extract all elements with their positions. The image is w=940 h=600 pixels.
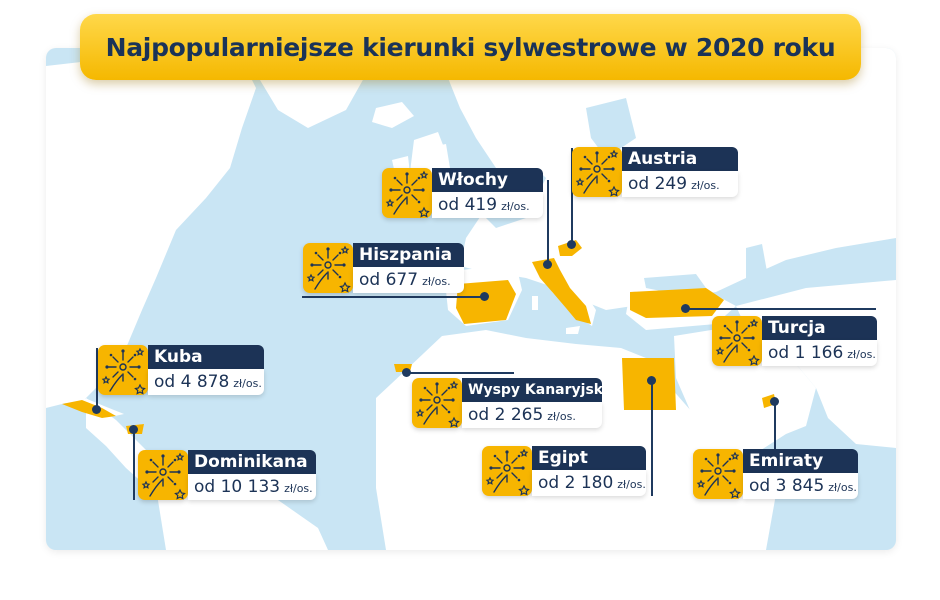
destination-price: od 249 zł/os. — [622, 171, 738, 197]
leader-line-turcja — [686, 308, 876, 310]
destination-name: Emiraty — [743, 449, 858, 473]
destination-price: od 3 845 zł/os. — [743, 473, 858, 499]
destination-name: Dominikana — [188, 450, 316, 474]
fireworks-icon — [412, 378, 462, 428]
world-map-land — [46, 48, 896, 550]
leader-line-egipt — [651, 380, 653, 496]
leader-line-hiszpania — [302, 296, 486, 298]
callout-wlochy: Włochy od 419 zł/os. — [382, 168, 543, 218]
destination-name: Wyspy Kanaryjskie — [462, 378, 617, 402]
callout-dominikana: Dominikana od 10 133 zł/os. — [138, 450, 316, 500]
pin-emiraty — [770, 397, 779, 406]
fireworks-icon — [482, 446, 532, 496]
fireworks-icon — [138, 450, 188, 500]
callout-turcja: Turcja od 1 166 zł/os. — [712, 316, 877, 366]
callout-emiraty: Emiraty od 3 845 zł/os. — [693, 449, 858, 499]
leader-line-kuba — [96, 348, 98, 408]
destination-price: od 419 zł/os. — [432, 192, 543, 218]
pin-kuba — [92, 405, 101, 414]
highlighted-countries — [62, 240, 776, 434]
title-banner: Najpopularniejsze kierunki sylwestrowe w… — [80, 14, 861, 80]
callout-hiszpania: Hiszpania od 677 zł/os. — [303, 243, 464, 293]
fireworks-icon — [98, 345, 148, 395]
pin-egipt — [647, 376, 656, 385]
callout-kuba: Kuba od 4 878 zł/os. — [98, 345, 264, 395]
destination-price: od 4 878 zł/os. — [148, 369, 264, 395]
fireworks-icon — [303, 243, 353, 293]
italy-shape — [532, 258, 591, 324]
callout-egipt: Egipt od 2 180 zł/os. — [482, 446, 646, 496]
cuba-shape — [62, 400, 116, 418]
fireworks-icon — [382, 168, 432, 218]
callout-austria: Austria od 249 zł/os. — [572, 147, 738, 197]
leader-line-emiraty — [774, 400, 776, 452]
spain-shape — [456, 280, 516, 324]
destination-price: od 1 166 zł/os. — [762, 340, 877, 366]
callout-wyspy-kanaryjskie: Wyspy Kanaryjskie od 2 265 zł/os. — [412, 378, 617, 428]
pin-turcja — [681, 304, 690, 313]
pin-wlochy — [543, 260, 552, 269]
destination-price: od 2 180 zł/os. — [532, 470, 646, 496]
destination-price: od 2 265 zł/os. — [462, 402, 602, 428]
fireworks-icon — [712, 316, 762, 366]
fireworks-icon — [693, 449, 743, 499]
destination-price: od 677 zł/os. — [353, 267, 464, 293]
destination-name: Austria — [622, 147, 738, 171]
leader-line-dominikana — [133, 428, 135, 500]
page-title: Najpopularniejsze kierunki sylwestrowe w… — [105, 32, 836, 62]
pin-hiszpania — [480, 292, 489, 301]
pin-austria — [567, 240, 576, 249]
pin-dominikana — [129, 425, 138, 434]
destination-name: Włochy — [432, 168, 543, 192]
leader-line-wyspy — [406, 372, 514, 374]
fireworks-icon — [572, 147, 622, 197]
destination-name: Hiszpania — [353, 243, 464, 267]
destination-name: Egipt — [532, 446, 646, 470]
pin-wyspy — [402, 368, 411, 377]
destination-price: od 10 133 zł/os. — [188, 474, 316, 500]
destination-name: Kuba — [148, 345, 264, 369]
turkey-shape — [630, 288, 724, 318]
destination-name: Turcja — [762, 316, 877, 340]
leader-line-austria — [571, 148, 573, 244]
leader-line-wlochy — [547, 180, 549, 264]
